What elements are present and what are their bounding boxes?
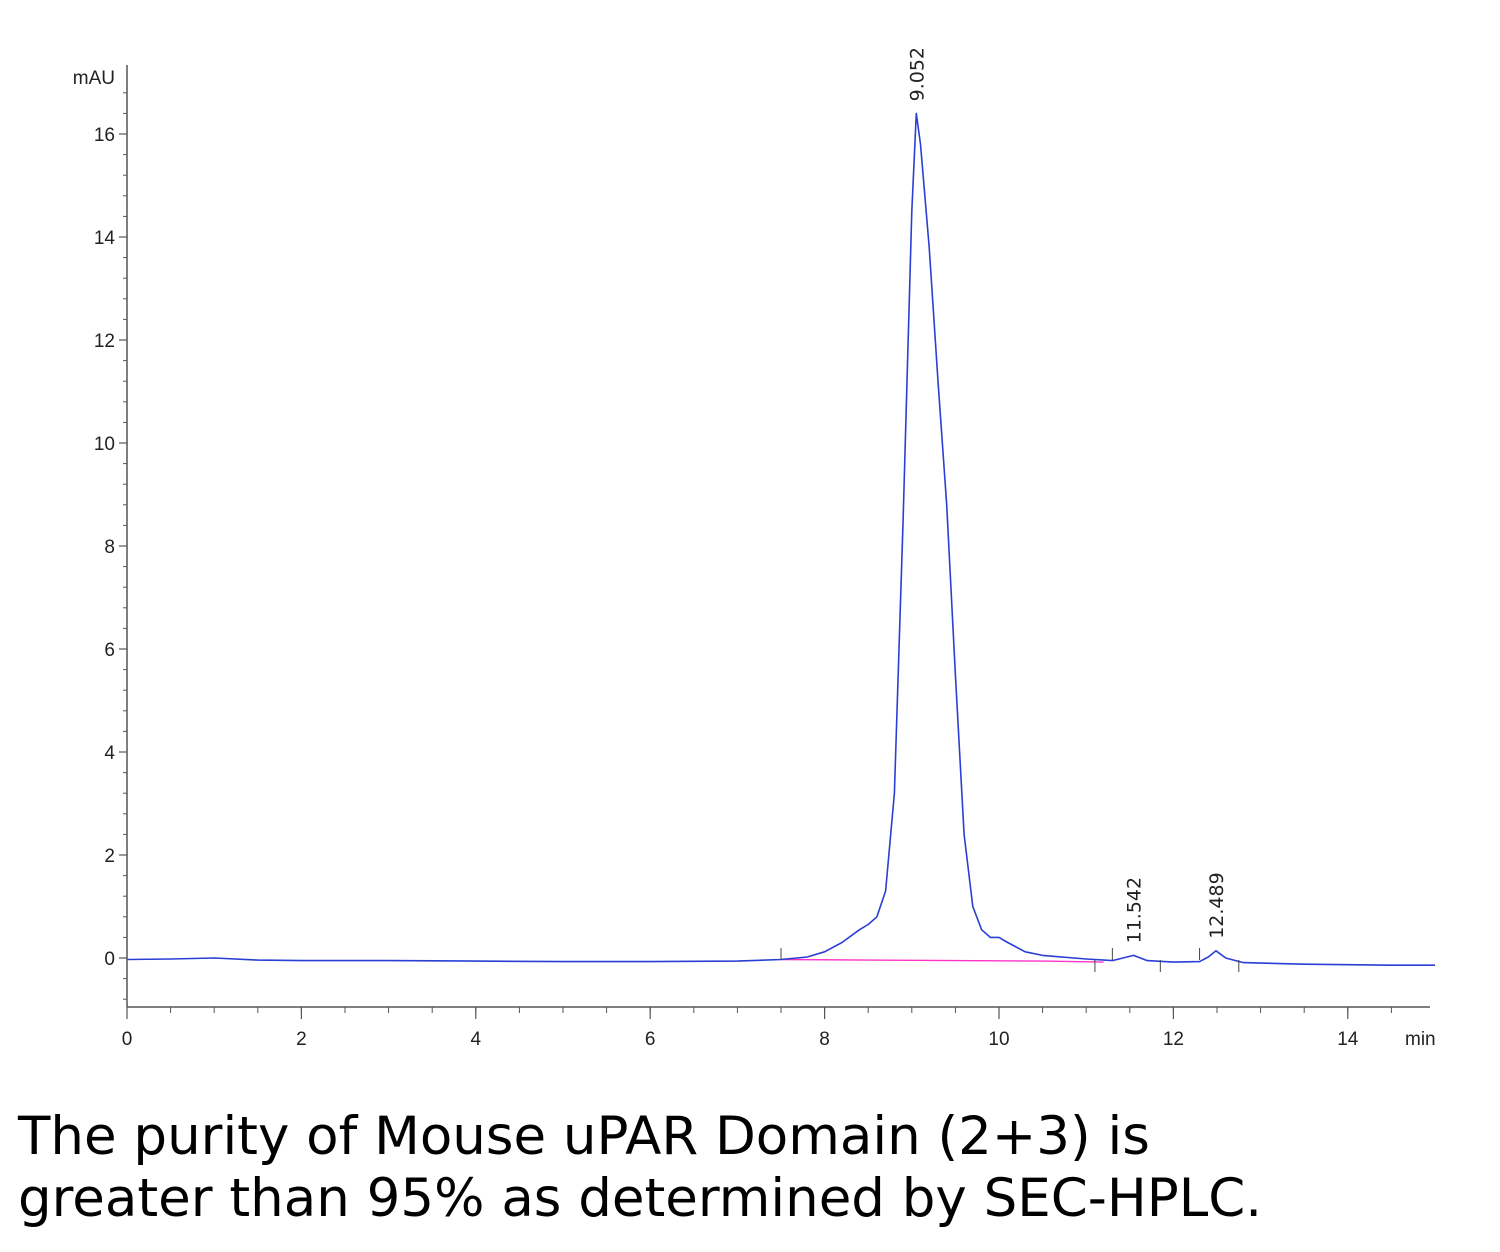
- x-tick-label: 12: [1163, 1029, 1184, 1050]
- x-tick-label: 2: [296, 1029, 307, 1050]
- peak-label: 12.489: [1206, 872, 1228, 938]
- x-tick-label: 4: [471, 1029, 482, 1050]
- x-unit-label: min: [1405, 1029, 1436, 1050]
- y-tick-label: 0: [104, 949, 115, 970]
- y-tick-label: 8: [104, 537, 115, 558]
- chromatogram-chart: 0 2 4 6 8 10 12 14 16 mAU 0 2 4 6 8 10 12 14 min 9.052 11.54…: [73, 47, 1436, 1050]
- peak-label: 11.542: [1124, 877, 1146, 943]
- caption-line-1: The purity of Mouse uPAR Domain (2+3) is: [18, 1106, 1150, 1167]
- y-tick-label: 2: [104, 846, 115, 867]
- x-tick-label: 14: [1337, 1029, 1359, 1050]
- x-tick-label: 0: [122, 1029, 133, 1050]
- caption: The purity of Mouse uPAR Domain (2+3) is…: [18, 1106, 1488, 1230]
- baseline-trace: [780, 958, 1104, 963]
- y-tick-label: 16: [94, 125, 115, 146]
- x-tick-label: 10: [988, 1029, 1009, 1050]
- peak-label: 9.052: [906, 47, 928, 101]
- x-tick-label: 8: [819, 1029, 830, 1050]
- y-tick-label: 14: [94, 228, 116, 249]
- y-tick-label: 4: [104, 743, 115, 764]
- y-tick-label: 12: [94, 331, 115, 352]
- caption-line-2: greater than 95% as determined by SEC-HP…: [18, 1168, 1263, 1229]
- y-tick-label: 10: [94, 434, 115, 455]
- x-tick-label: 6: [645, 1029, 656, 1050]
- y-tick-label: 6: [104, 640, 115, 661]
- signal-trace: [126, 112, 1435, 966]
- y-unit-label: mAU: [73, 68, 115, 89]
